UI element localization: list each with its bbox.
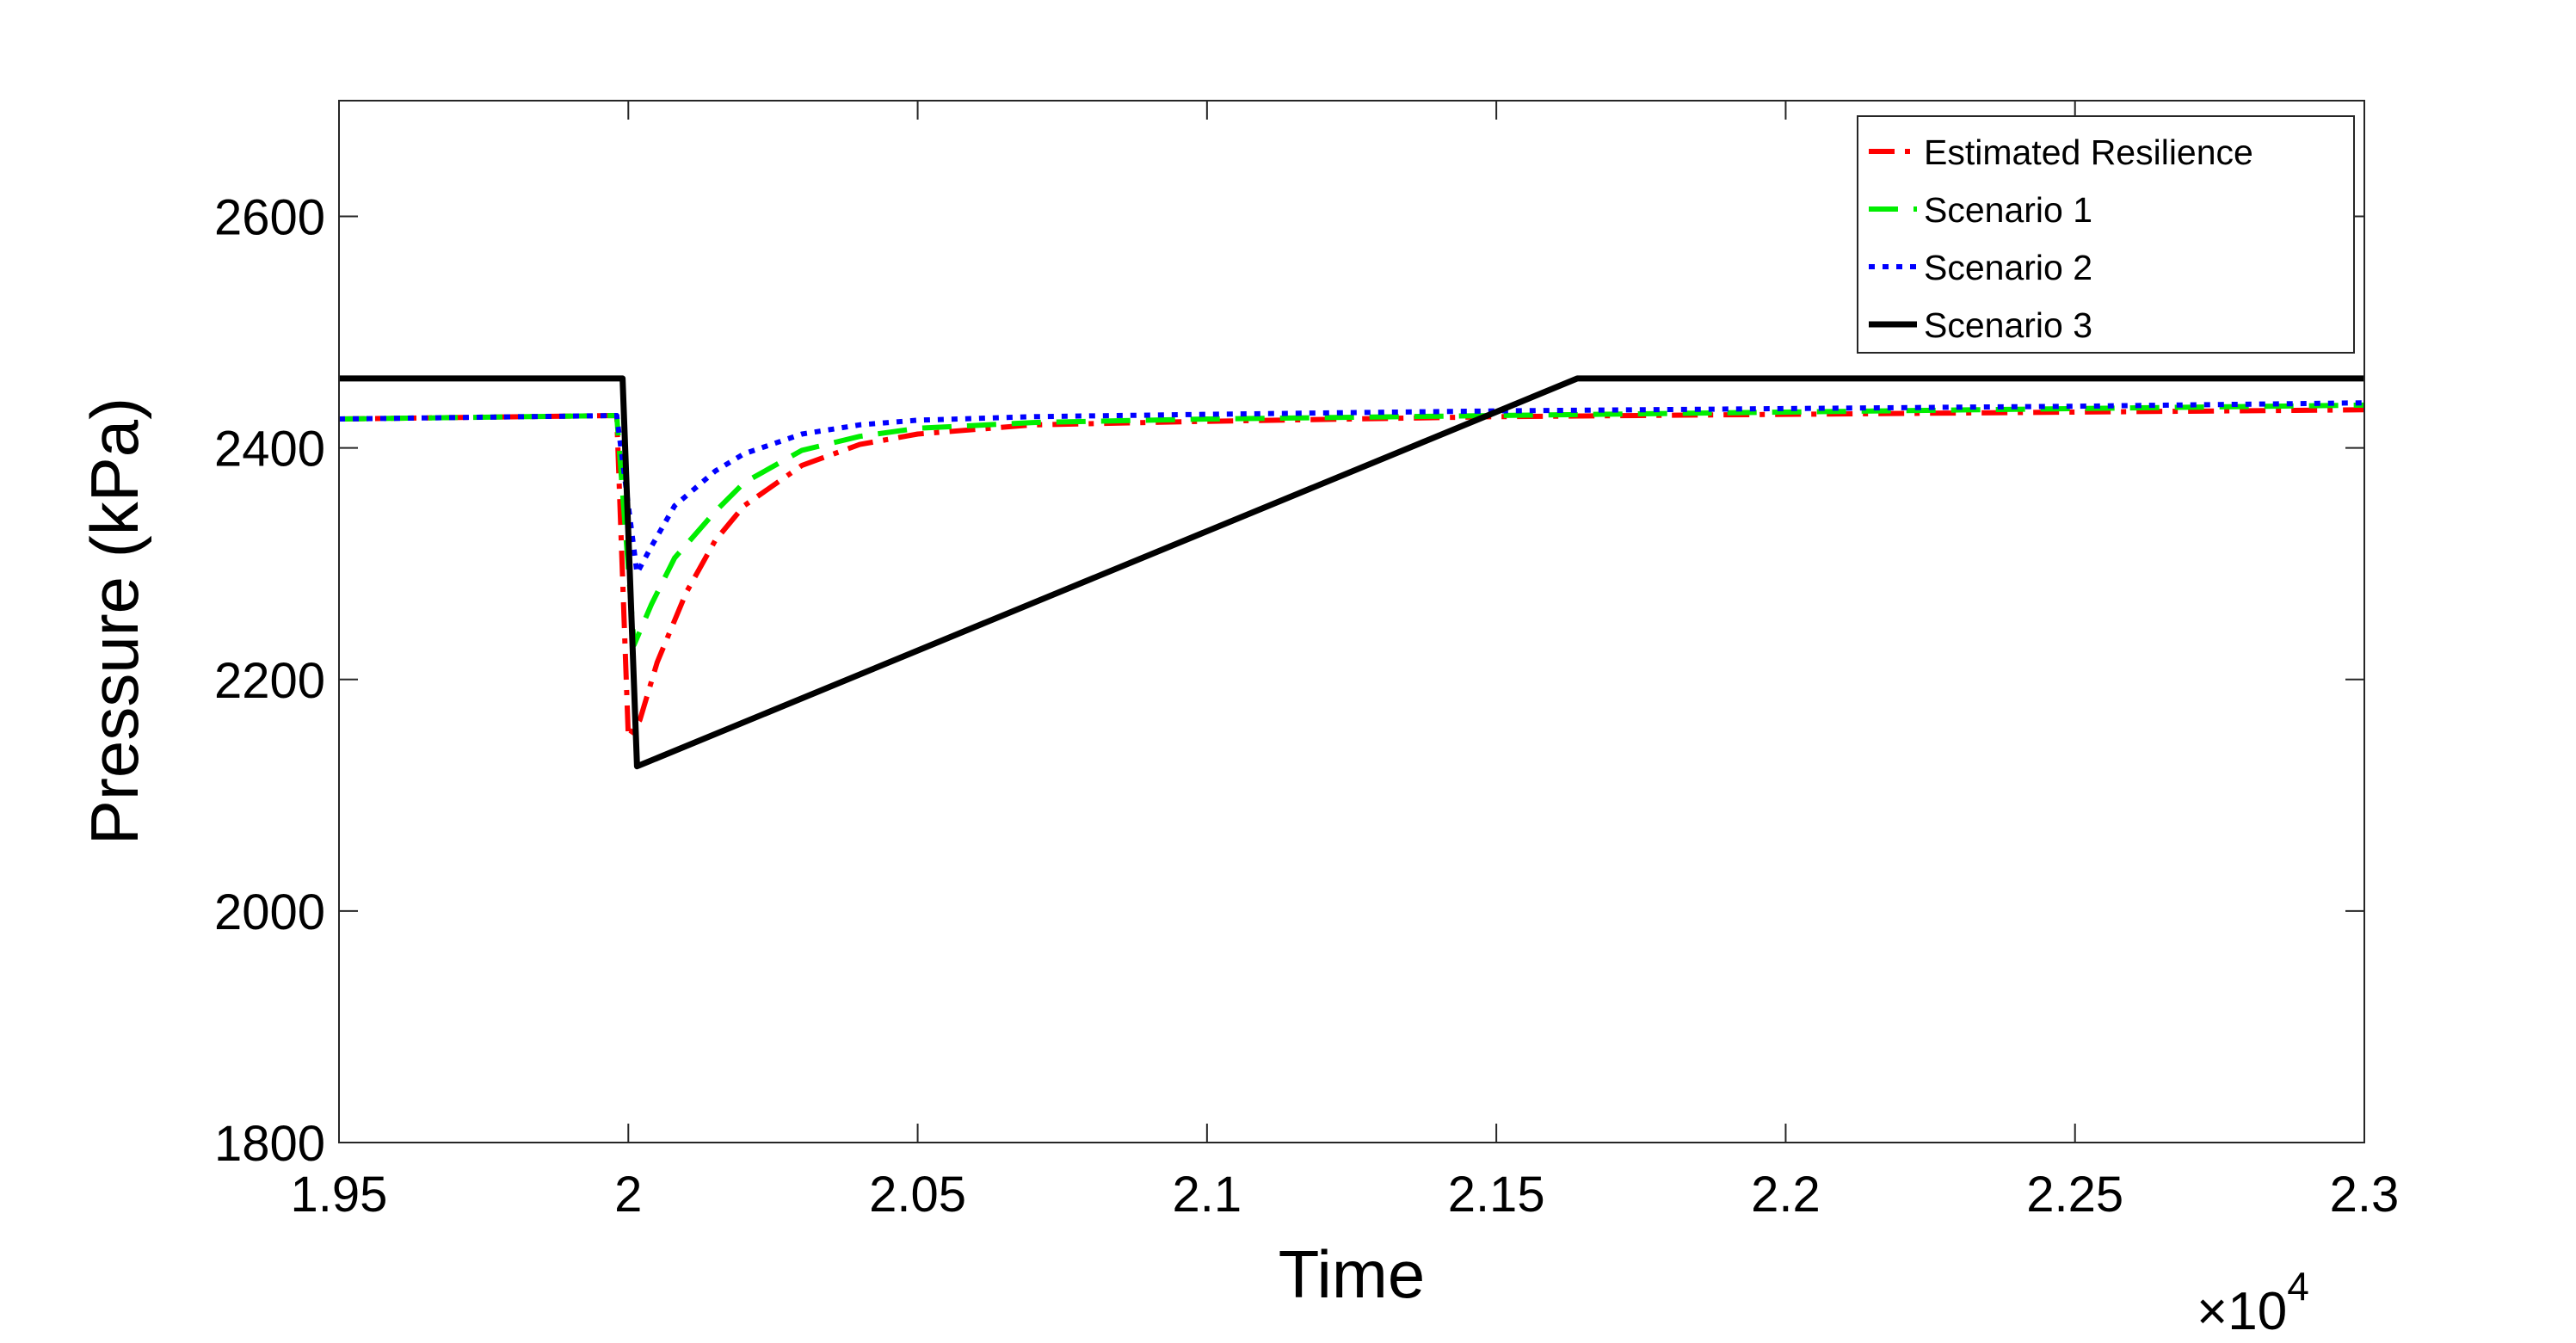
y-tick-label: 2400 [214, 422, 325, 477]
y-axis: 1800 2000 2200 2400 2600 [214, 190, 2364, 1172]
legend-label-4: Scenario 3 [1924, 305, 2092, 345]
x-axis: 1.95 2 2.05 2.1 2.15 2.2 2.25 2.3 [291, 101, 2400, 1223]
series-line-1 [338, 407, 2365, 741]
legend-items: Estimated Resilience Scenario 1 Scenario 2… [1869, 132, 2253, 345]
x-tick-label: 2 [614, 1167, 642, 1223]
legend-label-1: Estimated Resilience [1924, 132, 2253, 172]
x-tick-label: 2.3 [2330, 1167, 2400, 1223]
series-line-2 [338, 402, 2365, 648]
x-tick-label: 2.05 [869, 1167, 966, 1223]
y-tick-label: 1800 [214, 1116, 325, 1172]
y-tick-label: 2600 [214, 190, 325, 246]
series-line-3 [338, 400, 2365, 576]
legend-label-2: Scenario 1 [1924, 190, 2092, 230]
legend-label-3: Scenario 2 [1924, 248, 2092, 287]
series-layer [338, 375, 2365, 770]
axes-box [338, 100, 2365, 1143]
exponent-base: 10 [2228, 1282, 2287, 1341]
x-tick-label: 2.25 [2026, 1167, 2123, 1223]
x-tick-label: 2.2 [1751, 1167, 1821, 1223]
y-tick-label: 2000 [214, 884, 325, 940]
x-tick-label: 2.1 [1173, 1167, 1242, 1223]
y-axis-title: Pressure (kPa) [77, 397, 152, 845]
x-tick-label: 1.95 [291, 1167, 388, 1223]
exponent-power: 4 [2287, 1264, 2309, 1309]
legend-box [1857, 115, 2355, 354]
y-tick-label: 2200 [214, 653, 325, 709]
x-tick-label: 2.15 [1448, 1167, 1545, 1223]
x-axis-title: Time [1279, 1236, 1425, 1312]
legend: Estimated Resilience Scenario 1 Scenario 2… [1857, 115, 2355, 354]
series-line-4 [339, 375, 2364, 770]
exponent-times: × [2197, 1282, 2228, 1341]
x-axis-exponent: ×104 [2197, 1264, 2309, 1341]
